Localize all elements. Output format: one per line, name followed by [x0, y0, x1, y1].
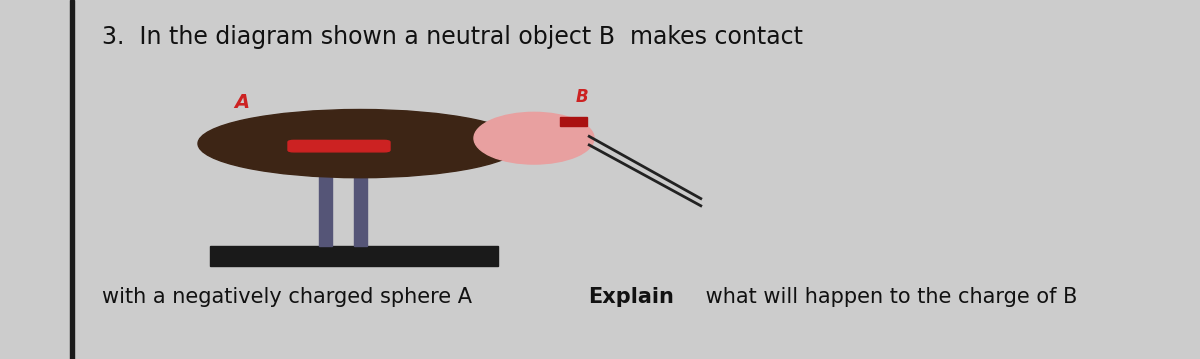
Bar — [319, 174, 332, 246]
Text: what will happen to the charge of B: what will happen to the charge of B — [698, 287, 1078, 307]
Bar — [70, 0, 74, 359]
Text: A: A — [234, 93, 250, 112]
Bar — [210, 246, 498, 266]
Bar — [560, 117, 587, 126]
Text: Explain: Explain — [588, 287, 674, 307]
Text: with a negatively charged sphere A: with a negatively charged sphere A — [102, 287, 479, 307]
FancyBboxPatch shape — [288, 140, 390, 152]
Ellipse shape — [474, 112, 594, 164]
Text: 3.  In the diagram shown a neutral object B  makes contact: 3. In the diagram shown a neutral object… — [102, 25, 803, 49]
Ellipse shape — [198, 109, 522, 178]
Bar — [354, 174, 367, 246]
Text: B: B — [576, 88, 589, 106]
